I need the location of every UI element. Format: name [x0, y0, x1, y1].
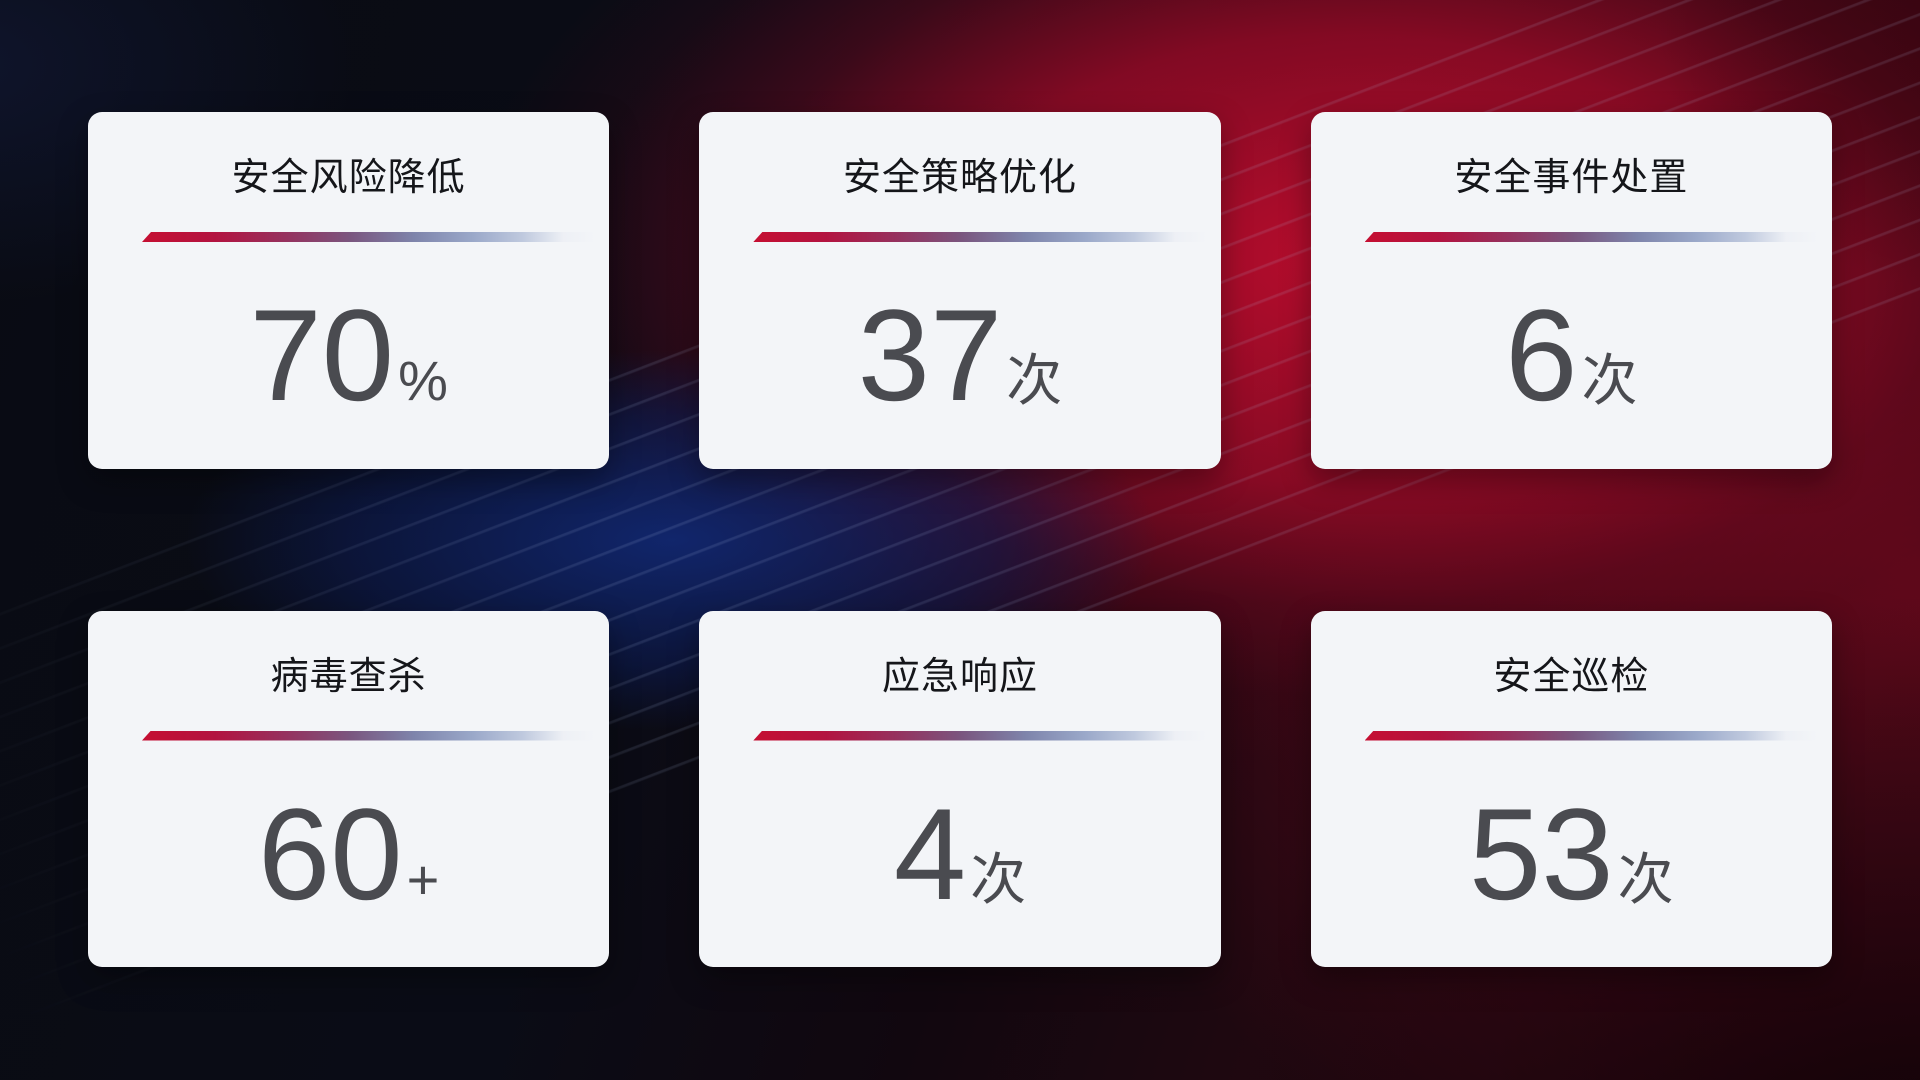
divider-line [753, 232, 1207, 242]
stat-value: 53 [1469, 780, 1614, 927]
value-area: 37 次 [699, 242, 1220, 469]
value-area: 70 % [88, 242, 609, 469]
stat-card-policy-optimization: 安全策略优化 37 次 [699, 112, 1221, 469]
divider-line [1364, 232, 1818, 242]
stat-value: 70 [249, 282, 395, 429]
value-area: 6 次 [1311, 242, 1832, 469]
stat-card-security-inspection: 安全巡检 53 次 [1310, 610, 1832, 968]
divider-line [142, 730, 596, 741]
divider-line [1364, 730, 1818, 741]
value-row: 53 次 [1469, 789, 1674, 919]
stat-card-virus-scan: 病毒查杀 60 + [88, 610, 610, 968]
value-row: 37 次 [858, 290, 1063, 420]
stat-value: 60 [258, 780, 403, 927]
stat-unit: 次 [1617, 847, 1674, 911]
stat-card-incident-handling: 安全事件处置 6 次 [1310, 112, 1832, 469]
card-title: 安全策略优化 [842, 157, 1077, 199]
stat-value: 4 [893, 780, 967, 927]
value-row: 70 % [249, 290, 447, 420]
stat-unit: + [406, 847, 440, 911]
stat-card-emergency-response: 应急响应 4 次 [699, 610, 1221, 968]
value-row: 4 次 [894, 789, 1026, 919]
stat-card-security-risk: 安全风险降低 70 % [88, 112, 610, 469]
stat-card-grid: 安全风险降低 70 % 安全策略优化 37 次 安全事件处置 6 次 [88, 112, 1832, 967]
card-title: 病毒查杀 [270, 655, 427, 698]
stat-unit: 次 [1006, 349, 1063, 413]
value-row: 60 + [258, 789, 439, 919]
card-title: 安全事件处置 [1454, 157, 1689, 199]
value-area: 60 + [88, 741, 609, 968]
stat-unit: 次 [1581, 349, 1638, 413]
card-title: 安全风险降低 [231, 157, 466, 199]
value-area: 53 次 [1311, 741, 1832, 968]
stat-unit: % [398, 349, 448, 413]
stat-value: 37 [857, 282, 1003, 429]
stat-unit: 次 [970, 847, 1027, 911]
value-row: 6 次 [1505, 290, 1637, 420]
value-area: 4 次 [699, 741, 1220, 968]
divider-line [753, 730, 1207, 741]
stat-value: 6 [1505, 282, 1578, 429]
card-title: 安全巡检 [1493, 655, 1650, 698]
divider-line [142, 232, 596, 242]
card-title: 应急响应 [881, 655, 1038, 698]
